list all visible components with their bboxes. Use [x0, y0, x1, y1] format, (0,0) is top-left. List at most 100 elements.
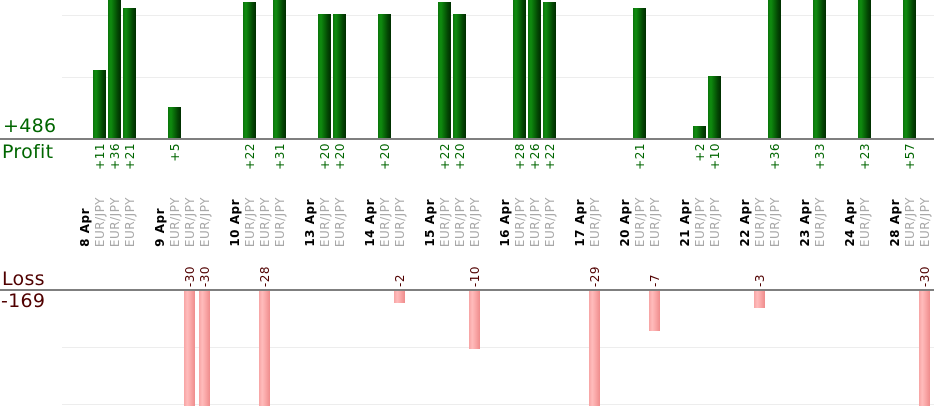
profit-value-label: +10	[708, 143, 722, 170]
profit-gridline-20	[62, 15, 934, 16]
instrument-label: EUR/JPY	[903, 196, 917, 247]
instrument-label: EUR/JPY	[768, 196, 782, 247]
profit-bar	[693, 126, 706, 138]
profit-bar	[318, 14, 331, 138]
profit-bar	[438, 2, 451, 138]
instrument-label: EUR/JPY	[318, 196, 332, 247]
loss-value-label: -29	[588, 265, 602, 287]
instrument-label: EUR/JPY	[378, 196, 392, 247]
date-label: 20 Apr	[618, 199, 632, 247]
profit-bar	[858, 0, 871, 138]
loss-axis-line	[0, 289, 934, 291]
loss-total: -169	[1, 290, 46, 312]
instrument-label: EUR/JPY	[753, 196, 767, 247]
profit-bar	[513, 0, 526, 138]
loss-value-label: -7	[648, 274, 662, 287]
loss-gridline-20	[62, 404, 934, 405]
profit-bar	[903, 0, 916, 138]
instrument-label: EUR/JPY	[543, 196, 557, 247]
instrument-label: EUR/JPY	[258, 196, 272, 247]
profit-bar	[108, 0, 121, 138]
instrument-label: EUR/JPY	[453, 196, 467, 247]
loss-bar	[754, 291, 765, 308]
date-label: 28 Apr	[888, 199, 902, 247]
profit-value-label: +20	[453, 143, 467, 170]
profit-bar	[273, 0, 286, 138]
profit-value-label: +36	[108, 143, 122, 170]
instrument-label: EUR/JPY	[123, 196, 137, 247]
loss-value-label: -28	[258, 265, 272, 287]
profit-value-label: +5	[168, 143, 182, 162]
loss-chart-title: Loss	[2, 268, 45, 290]
instrument-label: EUR/JPY	[468, 196, 482, 247]
profit-bar	[543, 2, 556, 138]
loss-bar	[589, 291, 600, 406]
profit-bar	[633, 8, 646, 138]
loss-value-label: -30	[183, 265, 197, 287]
instrument-label: EUR/JPY	[93, 196, 107, 247]
instrument-label: EUR/JPY	[858, 196, 872, 247]
instrument-label: EUR/JPY	[438, 196, 452, 247]
loss-value-label: -2	[393, 274, 407, 287]
instrument-label: EUR/JPY	[198, 196, 212, 247]
profit-bar	[813, 0, 826, 138]
loss-gridline-10	[62, 347, 934, 348]
profit-value-label: +20	[378, 143, 392, 170]
loss-bar	[184, 291, 195, 406]
profit-value-label: +20	[318, 143, 332, 170]
instrument-label: EUR/JPY	[648, 196, 662, 247]
instrument-label: EUR/JPY	[168, 196, 182, 247]
loss-bar	[199, 291, 210, 406]
instrument-label: EUR/JPY	[243, 196, 257, 247]
profit-value-label: +22	[438, 143, 452, 170]
profit-value-label: +33	[813, 143, 827, 170]
profit-bar	[93, 70, 106, 138]
profit-gridline-10	[62, 77, 934, 78]
loss-bar	[469, 291, 480, 349]
date-label: 8 Apr	[78, 208, 92, 247]
profit-bar	[243, 2, 256, 138]
profit-axis-line	[0, 138, 934, 140]
instrument-label: EUR/JPY	[528, 196, 542, 247]
profit-value-label: +21	[123, 143, 137, 170]
date-label: 21 Apr	[678, 199, 692, 247]
instrument-label: EUR/JPY	[183, 196, 197, 247]
instrument-label: EUR/JPY	[813, 196, 827, 247]
profit-value-label: +22	[543, 143, 557, 170]
profit-value-label: +11	[93, 143, 107, 170]
profit-value-label: +21	[633, 143, 647, 170]
date-label: 10 Apr	[228, 199, 242, 247]
loss-bar	[259, 291, 270, 406]
date-label: 16 Apr	[498, 199, 512, 247]
profit-bar	[708, 76, 721, 138]
profit-bar	[768, 0, 781, 138]
profit-total: +486	[3, 115, 57, 137]
instrument-label: EUR/JPY	[108, 196, 122, 247]
instrument-label: EUR/JPY	[693, 196, 707, 247]
profit-value-label: +20	[333, 143, 347, 170]
date-label: 13 Apr	[303, 199, 317, 247]
date-label: 14 Apr	[363, 199, 377, 247]
instrument-label: EUR/JPY	[393, 196, 407, 247]
instrument-label: EUR/JPY	[333, 196, 347, 247]
profit-bar	[528, 0, 541, 138]
profit-value-label: +2	[693, 143, 707, 162]
profit-bar	[123, 8, 136, 138]
profit-bar	[378, 14, 391, 138]
loss-value-label: -30	[198, 265, 212, 287]
loss-value-label: -30	[918, 265, 932, 287]
profit-value-label: +23	[858, 143, 872, 170]
instrument-label: EUR/JPY	[588, 196, 602, 247]
loss-value-label: -10	[468, 265, 482, 287]
profit-chart-title: Profit	[2, 141, 54, 163]
date-label: 9 Apr	[153, 208, 167, 247]
loss-bar	[394, 291, 405, 303]
profit-value-label: +22	[243, 143, 257, 170]
instrument-label: EUR/JPY	[918, 196, 932, 247]
loss-bar	[919, 291, 930, 406]
profit-value-label: +31	[273, 143, 287, 170]
date-label: 15 Apr	[423, 199, 437, 247]
profit-value-label: +36	[768, 143, 782, 170]
date-label: 17 Apr	[573, 199, 587, 247]
